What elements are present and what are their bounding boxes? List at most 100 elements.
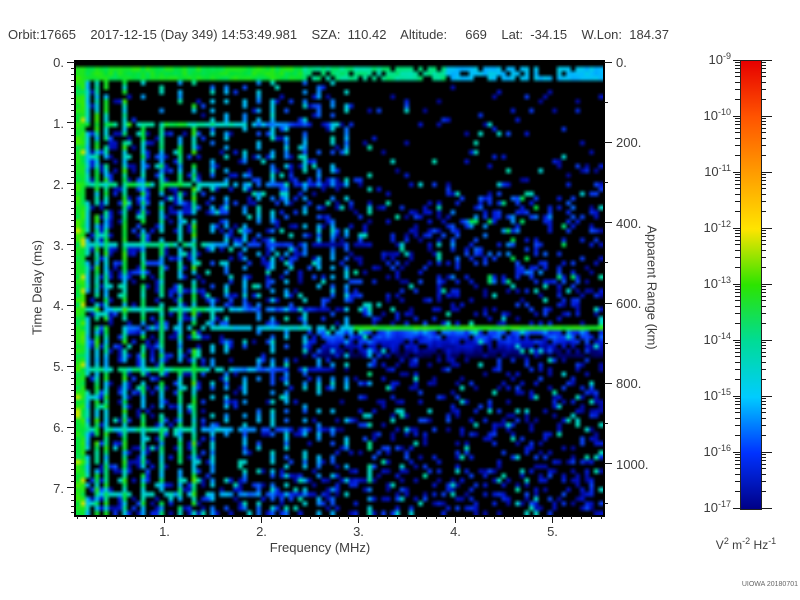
colorbar-minor-tick — [761, 76, 766, 78]
colorbar-major-tick — [733, 395, 740, 397]
x-axis-minor-tick — [484, 515, 486, 519]
colorbar-minor-tick — [761, 68, 766, 70]
colorbar-minor-tick — [761, 266, 766, 268]
colorbar-minor-tick — [735, 132, 740, 134]
x-axis-minor-tick — [435, 515, 437, 519]
colorbar-minor-tick — [761, 404, 766, 406]
y-axis-minor-tick — [70, 396, 75, 398]
colorbar-major-tick — [733, 283, 740, 285]
colorbar-minor-tick — [735, 460, 740, 462]
y-axis-major-tick — [66, 304, 75, 306]
x-axis-tick-label: 2. — [256, 524, 267, 539]
colorbar-major-tick — [761, 451, 772, 453]
colorbar-minor-tick — [761, 348, 766, 350]
y-axis-tick-label: 3. — [53, 237, 64, 253]
y-axis-minor-tick — [70, 177, 75, 179]
y-axis-minor-tick — [70, 195, 75, 197]
colorbar-minor-tick — [735, 463, 740, 465]
y-axis-title: Time Delay (ms) — [29, 240, 45, 335]
y-axis-minor-tick — [70, 213, 75, 215]
y-axis-tick-label: 1. — [53, 115, 64, 131]
colorbar-minor-tick — [735, 417, 740, 419]
x-axis-minor-tick — [532, 515, 534, 519]
colorbar-minor-tick — [761, 361, 766, 363]
colorbar-minor-tick — [761, 292, 766, 294]
colorbar-major-tick — [761, 115, 772, 117]
y-axis-minor-tick — [70, 79, 75, 81]
x-axis-minor-tick — [474, 515, 476, 519]
colorbar-minor-tick — [735, 118, 740, 120]
colorbar-minor-tick — [735, 154, 740, 156]
colorbar-tick-label: 10-13 — [703, 275, 731, 291]
y-axis-minor-tick — [70, 444, 75, 446]
y-axis-major-tick — [66, 183, 75, 185]
colorbar-minor-tick — [761, 71, 766, 73]
colorbar-major-tick — [733, 451, 740, 453]
y-axis-minor-tick — [70, 280, 75, 282]
x-axis-major-tick — [552, 515, 553, 523]
y-axis-minor-tick — [70, 164, 75, 166]
colorbar-minor-tick — [735, 176, 740, 178]
y-axis-minor-tick — [70, 481, 75, 483]
colorbar-minor-tick — [761, 312, 766, 314]
colorbar-major-tick — [733, 59, 740, 61]
right-axis-minor-tick — [603, 262, 608, 264]
x-axis-minor-tick — [348, 515, 350, 519]
y-axis-minor-tick — [70, 384, 75, 386]
colorbar-minor-tick — [735, 88, 740, 90]
y-axis-minor-tick — [70, 323, 75, 325]
x-axis-tick-label: 3. — [353, 524, 364, 539]
colorbar-major-tick — [761, 283, 772, 285]
colorbar — [740, 60, 762, 510]
colorbar-minor-tick — [761, 232, 766, 234]
x-axis-minor-tick — [280, 515, 282, 519]
x-axis-minor-tick — [96, 515, 98, 519]
colorbar-minor-tick — [735, 174, 740, 176]
colorbar-minor-tick — [735, 193, 740, 195]
colorbar-major-tick — [761, 395, 772, 397]
y-axis-minor-tick — [70, 250, 75, 252]
right-axis-minor-tick — [603, 101, 608, 103]
colorbar-minor-tick — [735, 64, 740, 66]
colorbar-minor-tick — [735, 351, 740, 353]
y-axis-minor-tick — [70, 469, 75, 471]
colorbar-major-tick — [761, 339, 772, 341]
colorbar-minor-tick — [761, 288, 766, 290]
x-axis-minor-tick — [212, 515, 214, 519]
x-axis-minor-tick — [542, 515, 544, 519]
colorbar-minor-tick — [761, 120, 766, 122]
colorbar-minor-tick — [735, 81, 740, 83]
x-axis-minor-tick — [328, 515, 330, 519]
colorbar-minor-tick — [761, 468, 766, 470]
y-axis-minor-tick — [70, 292, 75, 294]
x-axis-major-tick — [455, 515, 456, 523]
colorbar-minor-tick — [761, 193, 766, 195]
colorbar-minor-tick — [761, 88, 766, 90]
colorbar-minor-tick — [735, 266, 740, 268]
y-axis-minor-tick — [70, 73, 75, 75]
colorbar-minor-tick — [761, 144, 766, 146]
colorbar-minor-tick — [761, 210, 766, 212]
colorbar-minor-tick — [761, 154, 766, 156]
colorbar-minor-tick — [761, 322, 766, 324]
y-axis-minor-tick — [70, 128, 75, 130]
colorbar-minor-tick — [761, 342, 766, 344]
y-axis-minor-tick — [70, 274, 75, 276]
colorbar-minor-tick — [735, 434, 740, 436]
colorbar-minor-tick — [735, 144, 740, 146]
colorbar-minor-tick — [735, 400, 740, 402]
colorbar-minor-tick — [761, 300, 766, 302]
colorbar-minor-tick — [761, 127, 766, 129]
right-axis-major-tick — [603, 302, 612, 304]
colorbar-minor-tick — [761, 400, 766, 402]
colorbar-minor-tick — [761, 183, 766, 185]
colorbar-minor-tick — [735, 210, 740, 212]
x-axis-minor-tick — [396, 515, 398, 519]
colorbar-minor-tick — [735, 249, 740, 251]
y-axis-minor-tick — [70, 317, 75, 319]
x-axis-minor-tick — [590, 515, 592, 519]
right-axis-minor-tick — [603, 503, 608, 505]
y-axis-minor-tick — [70, 408, 75, 410]
colorbar-minor-tick — [761, 98, 766, 100]
colorbar-minor-tick — [735, 468, 740, 470]
